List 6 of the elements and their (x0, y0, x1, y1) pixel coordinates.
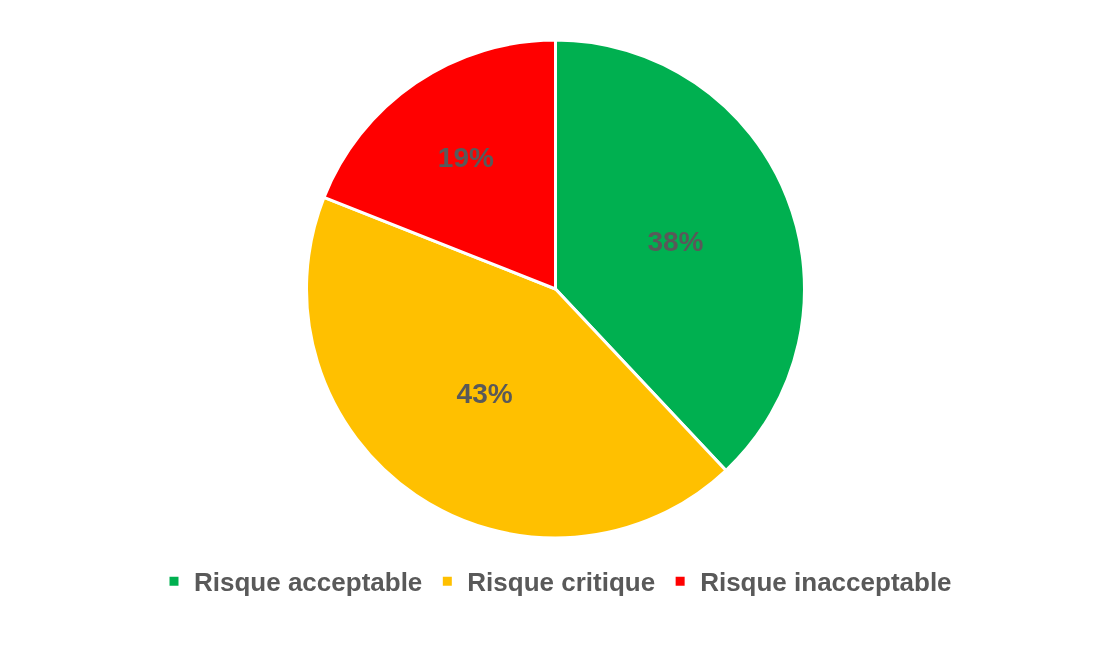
legend-label: Risque critique (467, 567, 656, 598)
data-label: 43% (456, 377, 513, 409)
legend-label: Risque inacceptable (700, 567, 952, 598)
data-label: 38% (647, 226, 704, 257)
legend-label: Risque acceptable (194, 567, 423, 598)
data-label: 19% (437, 141, 494, 173)
